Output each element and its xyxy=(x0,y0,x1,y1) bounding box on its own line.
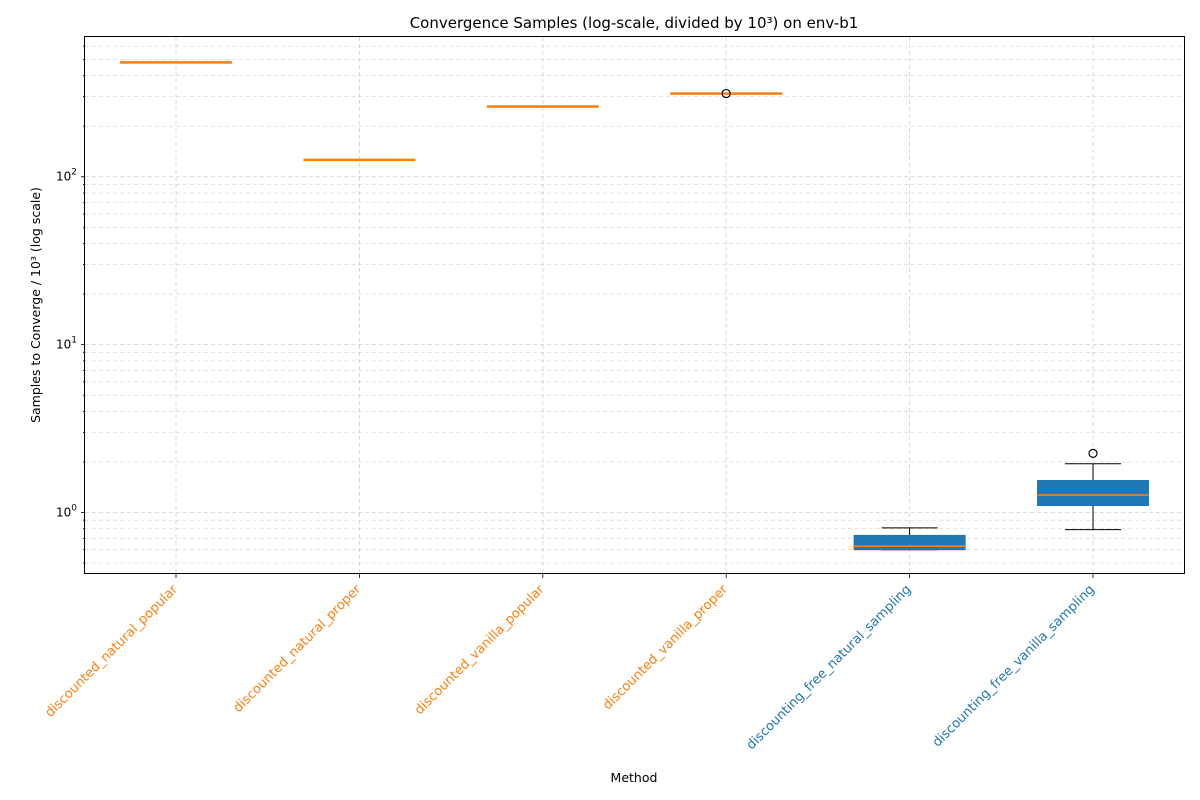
x-tick-label: discounted_vanilla_popular xyxy=(412,582,548,718)
y-tick-label-base: 10 xyxy=(56,505,71,519)
grid xyxy=(85,37,1185,574)
x-tick-label: discounting_free_natural_sampling xyxy=(744,582,915,753)
box-discounted_vanilla_popular xyxy=(486,105,599,108)
x-axis-label: Method xyxy=(611,770,658,785)
outlier-point xyxy=(1088,448,1098,458)
y-tick-label: 101 xyxy=(56,336,77,352)
x-axis-ticks: discounted_natural_popular discounted_nat… xyxy=(42,574,1098,753)
chart-title: Convergence Samples (log-scale, divided … xyxy=(410,14,859,32)
y-tick-label: 102 xyxy=(56,168,77,184)
y-tick-label-base: 10 xyxy=(56,170,71,184)
x-tick-label: discounted_natural_popular xyxy=(42,582,181,721)
box-iqr xyxy=(853,534,966,551)
y-tick-label: 100 xyxy=(56,503,77,519)
box-iqr xyxy=(1037,480,1149,507)
x-tick-label: discounting_free_vanilla_sampling xyxy=(930,582,1098,750)
box-discounted_natural_popular xyxy=(120,61,232,64)
y-tick-label-exponent: 1 xyxy=(71,336,77,346)
box-discounted_natural_proper xyxy=(303,158,416,162)
outlier-point xyxy=(721,88,731,99)
x-tick-label: discounted_natural_proper xyxy=(231,582,365,716)
boxes xyxy=(120,61,1149,551)
plot-area-frame xyxy=(84,36,1185,574)
box-discounting_free_natural_sampling xyxy=(853,527,966,551)
x-tick-label: discounted_vanilla_proper xyxy=(600,582,731,713)
y-axis-label: Samples to Converge / 10³ (log scale) xyxy=(28,187,43,423)
box-discounted_vanilla_proper xyxy=(670,88,783,99)
y-tick-label-exponent: 0 xyxy=(71,503,77,513)
y-tick-label-exponent: 2 xyxy=(71,168,77,178)
y-tick-label-base: 10 xyxy=(56,338,71,352)
box-discounting_free_vanilla_sampling xyxy=(1037,448,1149,531)
